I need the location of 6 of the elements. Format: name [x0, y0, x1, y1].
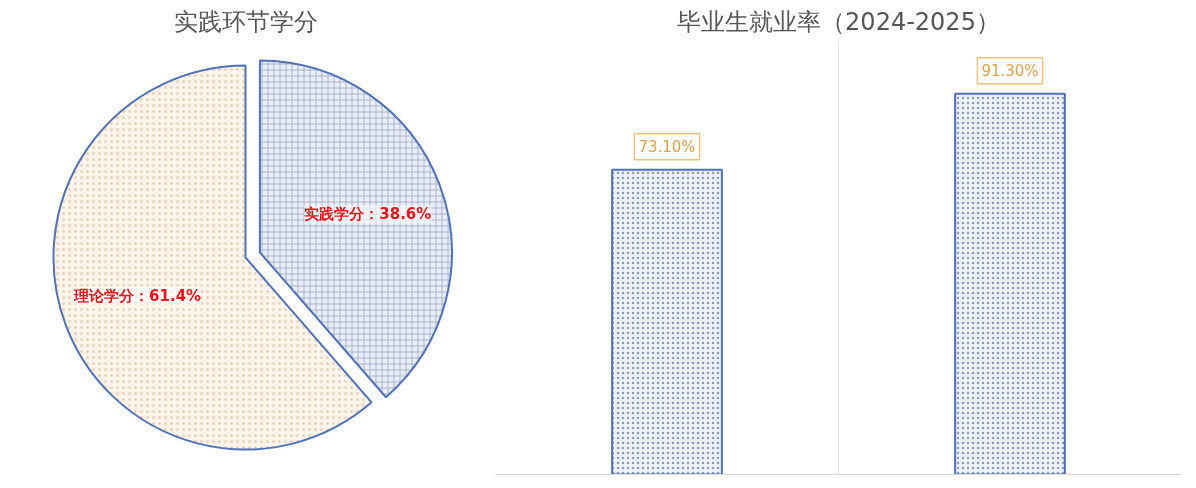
- slice-label: 理论学分：61.4%: [73, 286, 202, 305]
- data-label: 73.10%: [638, 137, 696, 156]
- chart-title: 实践环节学分: [173, 7, 318, 36]
- chart-title: 毕业生就业率（2024-2025）: [677, 7, 1000, 36]
- data-label: 91.30%: [981, 61, 1039, 80]
- slice-label: 实践学分：38.6%: [304, 205, 432, 224]
